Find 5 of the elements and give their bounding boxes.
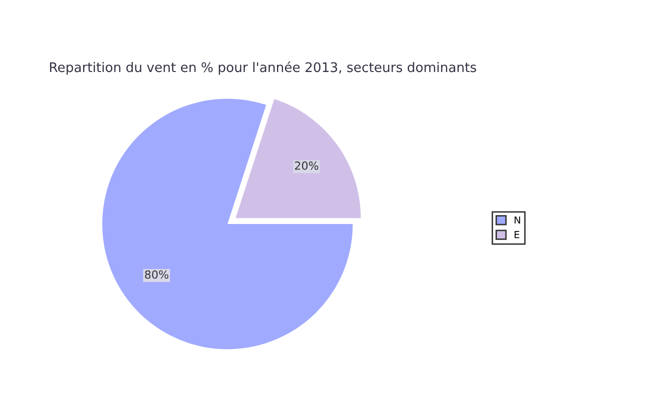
data-label: 80% xyxy=(144,270,168,279)
data-label: 20% xyxy=(294,161,318,170)
chart-title: Repartition du vent en % pour l'année 2013, secteurs dominants xyxy=(50,61,476,75)
legend-label: E xyxy=(514,231,520,238)
legend-label: N xyxy=(514,216,520,224)
